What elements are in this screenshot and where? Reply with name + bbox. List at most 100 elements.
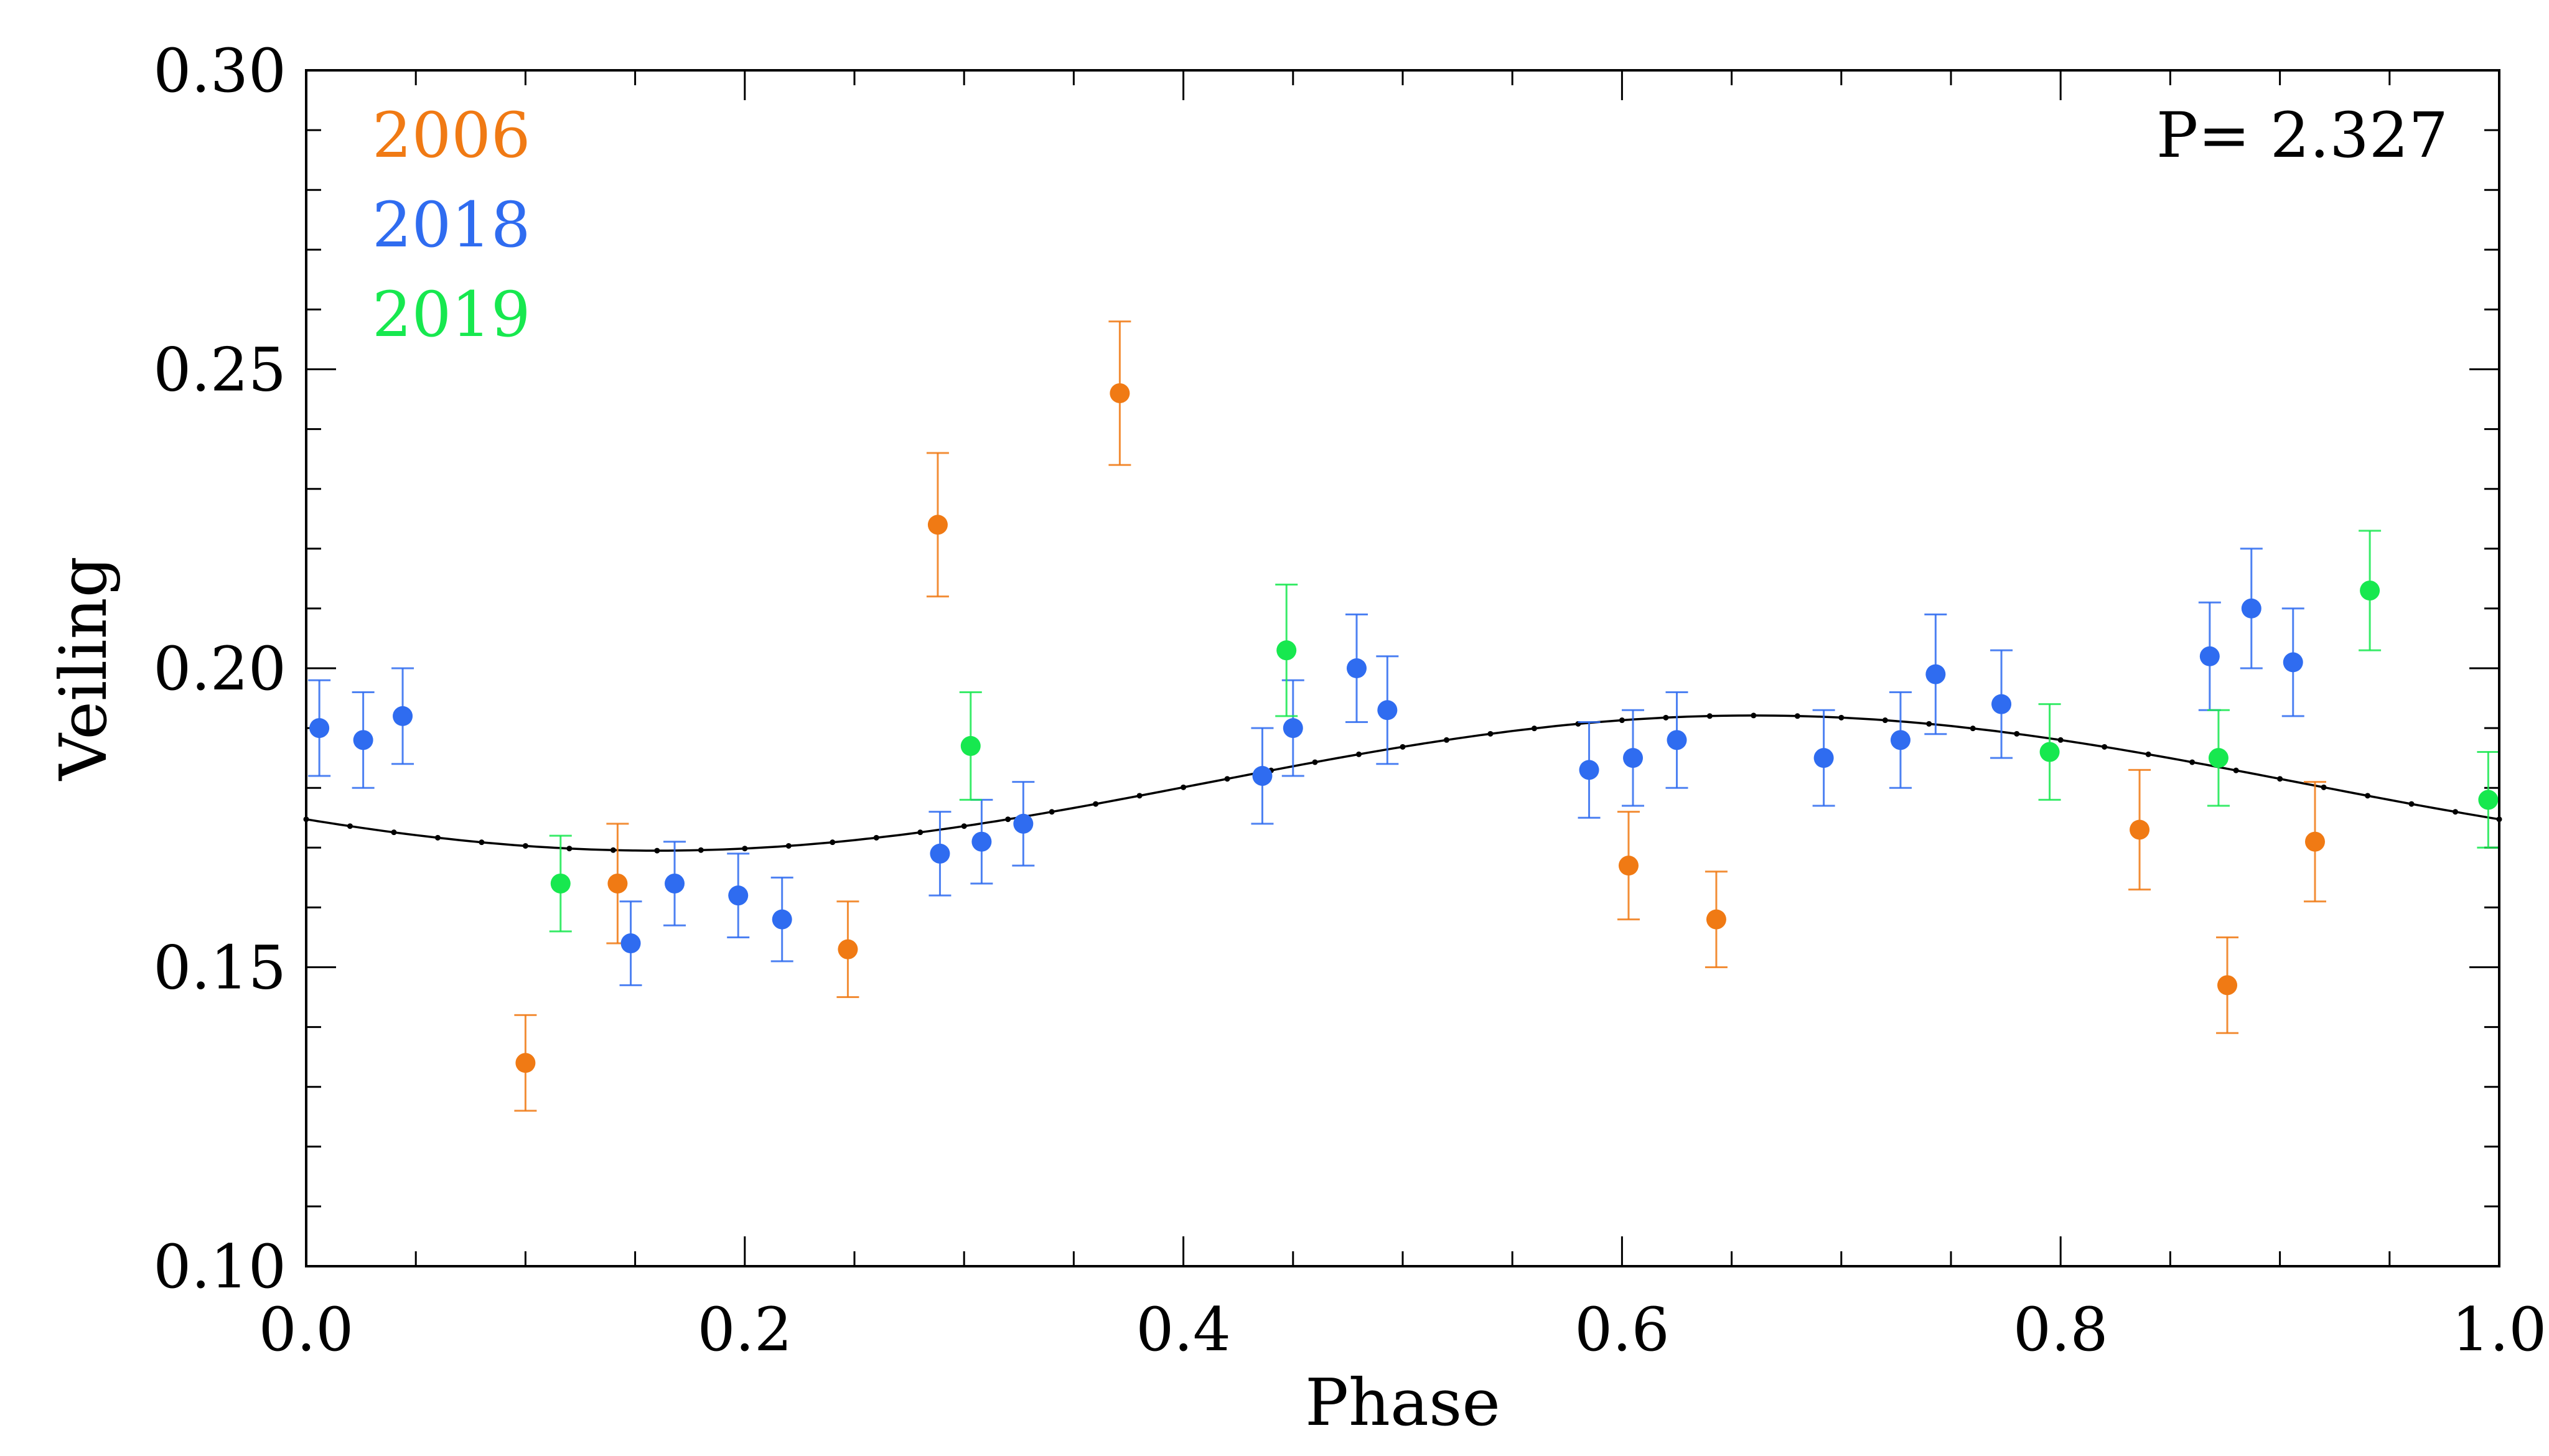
model-curve-marker	[1663, 714, 1669, 721]
model-curve-marker	[1005, 816, 1011, 823]
data-point-2006	[2304, 831, 2325, 852]
data-point-2018	[1623, 748, 1644, 768]
model-curve-marker	[1751, 712, 1757, 719]
model-curve-marker	[698, 847, 704, 853]
data-point-2019	[2039, 742, 2060, 762]
model-curve-marker	[2057, 737, 2064, 743]
model-curve-marker	[1882, 717, 1888, 724]
legend-entry-2018: 2018	[372, 189, 531, 261]
data-point-2018	[620, 933, 641, 954]
x-tick-label: 0.2	[697, 1295, 792, 1365]
model-curve-marker	[1531, 726, 1537, 732]
model-curve-marker	[2277, 776, 2283, 782]
data-points	[309, 383, 2499, 1073]
model-curve-marker	[2408, 801, 2415, 807]
model-curve-marker	[1926, 721, 1932, 727]
data-point-2018	[1813, 748, 1834, 768]
data-point-2006	[2130, 819, 2150, 840]
data-point-2018	[772, 909, 792, 930]
y-tick-label: 0.25	[153, 335, 286, 405]
legend-entry-2019: 2019	[372, 278, 531, 351]
data-point-2006	[1706, 909, 1726, 930]
model-curve-marker	[785, 842, 792, 849]
model-curve-marker	[1049, 809, 1055, 815]
y-tick-label: 0.30	[153, 36, 286, 106]
model-curve-marker	[1706, 713, 1713, 719]
period-annotation: P= 2.327	[2156, 99, 2448, 172]
model-curve-marker	[830, 839, 836, 846]
model-curve-marker	[2145, 751, 2151, 757]
y-axis-title: Veiling	[45, 556, 121, 782]
data-point-2019	[1276, 640, 1297, 661]
legend-entry-2006: 2006	[372, 99, 531, 172]
model-curve-marker	[2189, 759, 2196, 765]
model-curve-layer	[303, 712, 2502, 854]
data-point-2006	[927, 515, 948, 535]
model-curve-marker	[1794, 713, 1800, 719]
model-curve-marker	[1400, 744, 1406, 750]
model-curve-marker	[1619, 717, 1625, 724]
model-curve-marker	[347, 823, 353, 829]
data-point-2018	[728, 885, 749, 906]
data-point-2018	[2241, 598, 2261, 618]
data-point-2019	[2478, 790, 2499, 810]
data-point-2018	[930, 843, 950, 864]
model-curve-marker	[654, 847, 660, 854]
y-tick-label: 0.10	[153, 1232, 286, 1302]
model-curve-marker	[1181, 784, 1187, 790]
plot-frame	[305, 69, 2500, 1267]
data-point-2018	[1667, 730, 1687, 750]
data-point-2018	[1579, 760, 1599, 780]
y-tick-label: 0.20	[153, 634, 286, 704]
model-curve-marker	[1443, 737, 1449, 743]
model-curve-marker	[2453, 809, 2459, 815]
x-axis-title: Phase	[1305, 1365, 1500, 1440]
data-point-2006	[2217, 975, 2238, 996]
model-curve-marker	[1838, 714, 1845, 721]
model-curve-marker	[1970, 726, 1976, 732]
x-tick-label: 0.0	[259, 1295, 354, 1365]
model-curve-marker	[2102, 744, 2108, 750]
data-point-2018	[2199, 646, 2220, 666]
model-curve-marker	[391, 829, 397, 836]
model-curve-marker	[522, 842, 528, 849]
model-curve-marker	[2365, 793, 2371, 799]
model-curve-marker	[2321, 784, 2327, 790]
x-tick-label: 0.6	[1574, 1295, 1670, 1365]
data-point-2006	[607, 873, 628, 894]
data-point-2019	[960, 735, 981, 756]
model-curve-marker	[2014, 730, 2020, 737]
model-curve-marker	[434, 834, 441, 841]
x-tick-label: 0.8	[2013, 1295, 2108, 1365]
model-curve-marker	[961, 823, 967, 829]
data-point-2018	[2283, 652, 2303, 673]
data-point-2019	[2360, 581, 2380, 601]
data-point-2018	[309, 718, 330, 739]
model-curve-marker	[1487, 730, 1494, 737]
tick-labels: 0.0 0.2 0.4 0.6 0.8 1.0 0.10 0.15 0.20 0.25 0.30	[153, 36, 2547, 1365]
data-point-2018	[1890, 730, 1911, 750]
data-point-2018	[393, 706, 413, 726]
data-point-2018	[1346, 658, 1367, 678]
data-point-2018	[1283, 718, 1303, 739]
x-tick-label: 0.4	[1136, 1295, 1231, 1365]
model-curve-marker	[1136, 793, 1143, 799]
data-point-2018	[353, 730, 373, 750]
model-curve-marker	[1093, 801, 1099, 807]
data-point-2006	[1110, 383, 1130, 403]
model-curve-marker	[566, 846, 573, 852]
data-point-2018	[1252, 765, 1273, 786]
model-curve-marker	[917, 829, 924, 836]
x-tick-label: 1.0	[2452, 1295, 2547, 1365]
model-curve-marker	[479, 839, 485, 846]
data-point-2018	[971, 831, 992, 852]
model-curve-marker	[2233, 767, 2239, 773]
legend: 2006 2018 2019	[372, 99, 531, 351]
y-tick-label: 0.15	[153, 933, 286, 1003]
data-point-2019	[2208, 748, 2229, 768]
model-curve-marker	[1356, 751, 1362, 757]
model-curve-marker	[610, 847, 616, 853]
data-point-2018	[665, 873, 685, 894]
